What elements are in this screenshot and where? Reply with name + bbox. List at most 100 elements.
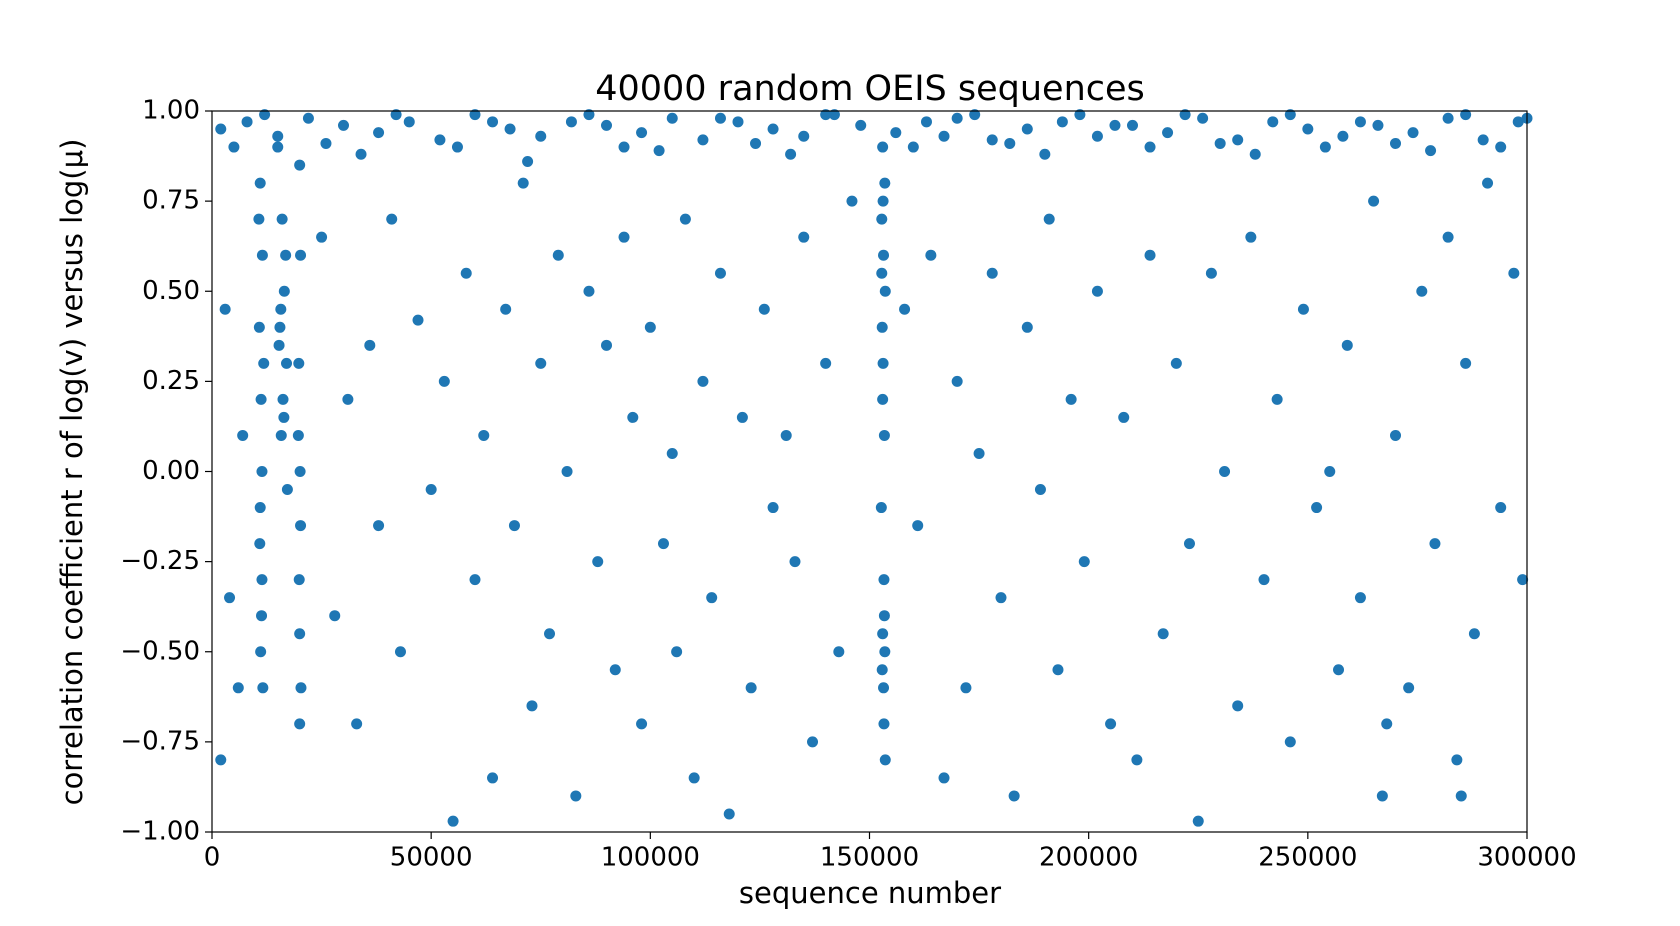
point <box>255 646 267 658</box>
point <box>224 592 236 604</box>
point <box>1460 109 1472 121</box>
point <box>1021 321 1033 333</box>
point <box>447 815 459 827</box>
point <box>1337 130 1349 142</box>
point <box>1258 574 1270 586</box>
point <box>767 502 779 514</box>
point <box>394 646 406 658</box>
x-tick-label: 300000 <box>1477 843 1576 873</box>
point <box>697 134 709 146</box>
point <box>255 393 267 405</box>
point <box>329 610 341 622</box>
point <box>609 664 621 676</box>
point <box>592 556 604 568</box>
point <box>798 231 810 243</box>
point <box>1008 790 1020 802</box>
point <box>364 339 376 351</box>
point <box>951 112 963 124</box>
point <box>256 466 268 477</box>
point <box>820 109 832 121</box>
point <box>879 285 891 297</box>
x-tick-label: 50000 <box>390 843 473 873</box>
point <box>846 195 858 207</box>
point <box>342 393 354 405</box>
y-axis-label: correlation coefficient r of log(v) vers… <box>55 139 89 806</box>
point <box>273 339 285 351</box>
point <box>254 177 266 189</box>
point <box>1249 148 1261 160</box>
point <box>583 285 595 297</box>
point <box>522 155 534 167</box>
y-tick-label: 0.25 <box>142 366 200 396</box>
point <box>272 141 284 153</box>
y-tick-label: −0.50 <box>120 636 200 666</box>
point <box>876 321 888 333</box>
point <box>295 682 307 694</box>
y-tick-label: −0.25 <box>120 546 200 576</box>
point <box>1442 112 1454 124</box>
point <box>469 574 481 586</box>
point <box>876 213 888 225</box>
point <box>281 484 293 496</box>
point <box>1179 109 1191 121</box>
point <box>351 718 363 730</box>
point <box>877 628 889 640</box>
point <box>1324 466 1336 477</box>
point <box>820 357 832 369</box>
point <box>228 141 240 153</box>
point <box>697 375 709 387</box>
point <box>1297 303 1309 315</box>
point <box>1271 393 1283 405</box>
point <box>1157 628 1169 640</box>
point <box>657 538 669 550</box>
point <box>281 357 293 369</box>
point <box>1495 502 1507 514</box>
point <box>535 357 547 369</box>
point <box>259 109 271 121</box>
y-tick-label: −1.00 <box>120 817 200 847</box>
point <box>1170 357 1182 369</box>
point <box>973 447 985 459</box>
point <box>256 574 268 586</box>
point <box>1376 790 1388 802</box>
point <box>280 249 292 261</box>
point <box>277 393 289 405</box>
point <box>644 321 656 333</box>
point <box>293 574 305 586</box>
point <box>1333 664 1345 676</box>
point <box>938 130 950 142</box>
point <box>526 700 538 712</box>
point <box>390 109 402 121</box>
point <box>295 249 307 261</box>
point <box>1004 137 1016 149</box>
point <box>1074 109 1086 121</box>
point <box>1214 137 1226 149</box>
point <box>478 429 490 441</box>
point <box>1162 127 1174 139</box>
y-tick-label: 0.75 <box>142 186 200 216</box>
chart-title: 40000 random OEIS sequences <box>595 69 1145 109</box>
point <box>1109 119 1121 131</box>
point <box>653 145 665 157</box>
point <box>232 682 244 694</box>
point <box>1245 231 1257 243</box>
point <box>714 267 726 279</box>
point <box>316 231 328 243</box>
point <box>1390 429 1401 441</box>
point <box>294 628 306 640</box>
point <box>272 130 284 142</box>
point <box>487 772 499 784</box>
point <box>878 718 890 730</box>
point <box>618 141 630 153</box>
point <box>1354 116 1366 128</box>
point <box>767 123 779 135</box>
point <box>434 134 446 146</box>
point <box>878 682 890 694</box>
point <box>877 357 889 369</box>
point <box>1183 538 1195 550</box>
x-tick-label: 200000 <box>1039 843 1138 873</box>
point <box>627 411 639 423</box>
point <box>1043 213 1055 225</box>
point <box>750 137 762 149</box>
point <box>878 610 890 622</box>
